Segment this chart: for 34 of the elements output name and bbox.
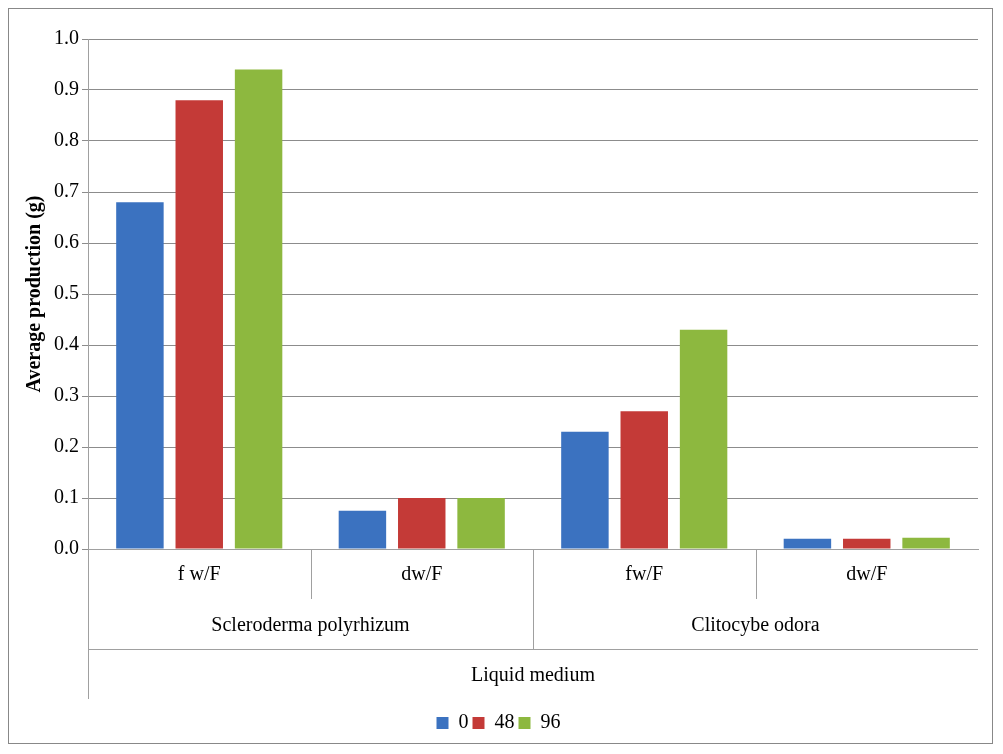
x-tick-label: dw/F xyxy=(846,562,888,585)
x-axis-title: Liquid medium xyxy=(471,663,596,687)
legend-label: 48 xyxy=(494,710,515,733)
y-tick-label: 0.5 xyxy=(54,281,79,304)
text: Scleroderma polyrhizum xyxy=(211,613,411,637)
bar xyxy=(457,498,505,549)
y-tick-label: 1.0 xyxy=(54,26,79,49)
y-tick-label: 0.1 xyxy=(54,485,79,508)
x-tick-label: fw/F xyxy=(625,562,664,585)
bar xyxy=(902,537,950,549)
legend-label: 0 xyxy=(458,710,469,733)
bar xyxy=(783,538,832,549)
x-tick-label: dw/F xyxy=(401,562,443,585)
y-tick-label: 0.7 xyxy=(54,179,79,202)
bar xyxy=(620,411,668,549)
bar xyxy=(679,329,728,549)
y-tick-label: 0.8 xyxy=(54,128,79,151)
bar xyxy=(561,431,609,549)
y-tick-label: 0.2 xyxy=(54,434,79,457)
bar xyxy=(175,100,223,549)
x-tick-label: f w/F xyxy=(177,562,221,585)
bar xyxy=(116,202,164,549)
y-tick-label: 0.0 xyxy=(54,536,79,559)
bar xyxy=(398,498,446,549)
y-tick-label: 0.6 xyxy=(54,230,79,253)
text: Clitocybe odora xyxy=(691,613,820,637)
bar xyxy=(234,69,283,549)
y-axis-title: Average production (g) xyxy=(22,195,46,393)
y-tick-label: 0.3 xyxy=(54,383,79,406)
bar xyxy=(843,538,891,549)
y-tick-label: 0.4 xyxy=(54,332,79,355)
legend-label: 96 xyxy=(540,710,561,733)
bar xyxy=(338,510,387,549)
y-tick-label: 0.9 xyxy=(54,77,79,100)
